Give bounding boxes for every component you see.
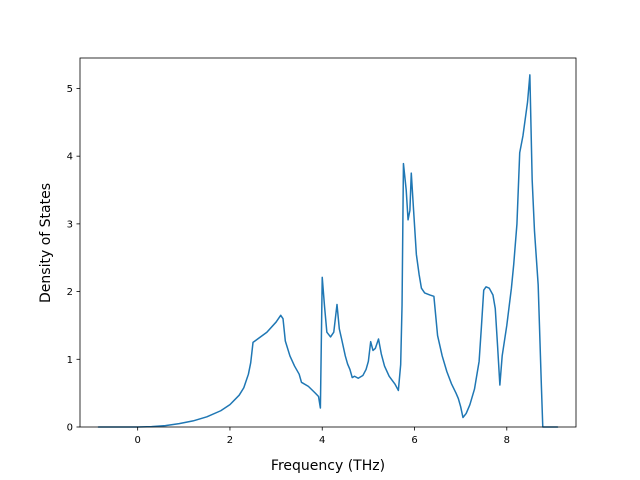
y-tick-label: 3 [67, 219, 73, 230]
y-tick-label: 5 [67, 84, 73, 95]
dos-series-line [97, 74, 559, 428]
y-axis-ticks: 0 1 2 3 4 5 [67, 84, 80, 434]
x-tick-label: 2 [227, 435, 233, 446]
x-tick-label: 4 [319, 435, 325, 446]
y-tick-label: 1 [67, 355, 73, 366]
x-tick-label: 6 [411, 435, 417, 446]
x-tick-label: 8 [504, 435, 510, 446]
x-axis-label: Frequency (THz) [271, 458, 385, 474]
axes-frame [79, 57, 577, 428]
plot-area [79, 57, 577, 428]
y-tick-label: 4 [67, 152, 73, 163]
x-axis-ticks: 0 2 4 6 8 [134, 427, 510, 446]
y-axis-label: Density of States [38, 183, 54, 303]
x-tick-label: 0 [134, 435, 140, 446]
y-tick-label: 0 [67, 423, 73, 434]
y-tick-label: 2 [67, 287, 73, 298]
